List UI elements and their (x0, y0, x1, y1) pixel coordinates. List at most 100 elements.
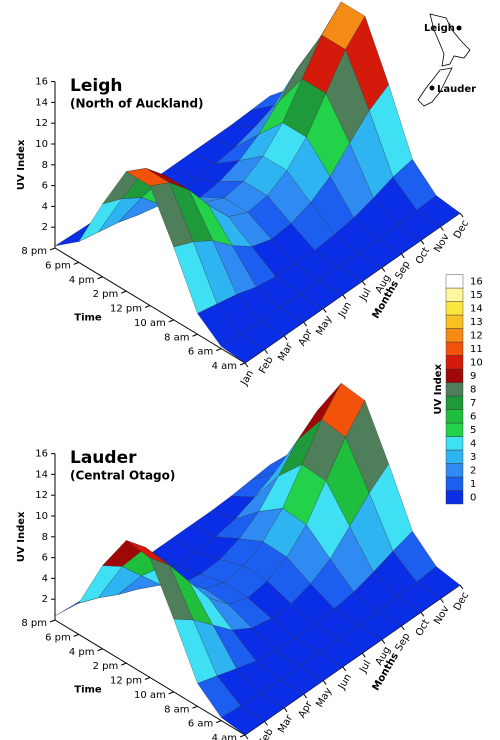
south-island (417, 67, 453, 107)
colorbar-tick-label: 7 (470, 398, 476, 409)
x-tick-label: 4 pm (69, 647, 95, 658)
y-tick (459, 212, 464, 218)
x-tick (121, 662, 127, 666)
north-island (429, 13, 471, 67)
y-tick-label: Sep (394, 259, 413, 281)
surface: 2 4 6 8 10 12 14 16 UV Index 4 am 6 am 8 am 10 am 12 … (16, 1, 471, 388)
panel-title: Lauder (70, 448, 137, 468)
x-tick-label: 8 am (164, 704, 189, 715)
colorbar-cell (445, 476, 464, 491)
y-tick-label: Sep (394, 631, 413, 653)
y-tick (264, 721, 268, 726)
leigh-dot (456, 25, 462, 31)
x-tick-label: 2 pm (93, 289, 119, 300)
colorbar-cell (445, 368, 464, 383)
x-tick-label: 4 pm (69, 275, 95, 286)
colorbar-tick-label: 6 (470, 411, 476, 422)
y-tick (440, 226, 444, 231)
y-tick-label: Jun (336, 300, 354, 320)
y-tick-label: Nov (432, 604, 451, 626)
x-tick-label: 12 pm (110, 304, 142, 315)
z-tick-label: 14 (35, 97, 48, 108)
z-tick-label: 10 (35, 139, 48, 150)
y-tick (420, 611, 425, 617)
y-tick-label: Feb (257, 727, 275, 740)
x-tick (97, 276, 103, 280)
surface-cell (221, 333, 265, 364)
y-tick-label: May (315, 686, 335, 709)
x-tick-label: 12 pm (110, 676, 142, 687)
x-tick (239, 734, 246, 738)
z-tick-label: 12 (35, 490, 48, 501)
colorbar-cell (445, 355, 464, 370)
y-tick (440, 598, 444, 603)
x-axis-label: Time (74, 313, 102, 324)
z-tick-label: 6 (42, 553, 48, 564)
x-tick-label: 6 pm (45, 260, 71, 271)
colorbar-tick-label: 15 (470, 290, 483, 301)
colorbar-tick-label: 11 (470, 344, 483, 355)
colorbar-tick-label: 13 (470, 317, 483, 328)
x-tick (192, 333, 198, 337)
y-tick (264, 349, 268, 354)
colorbar-label: UV Index (433, 363, 444, 414)
y-tick (381, 639, 386, 644)
z-tick-label: 2 (42, 222, 48, 233)
x-tick (49, 247, 56, 251)
colorbar-cell (445, 449, 464, 464)
z-tick-label: 10 (35, 511, 48, 522)
colorbar-cell (445, 490, 464, 505)
colorbar-cell (445, 395, 464, 410)
colorbar-cell (445, 287, 464, 302)
y-tick-label: May (315, 314, 335, 337)
colorbar-cell (445, 328, 464, 343)
z-tick-label: 12 (35, 118, 48, 129)
colorbar-tick-label: 10 (470, 357, 483, 368)
surface-cell (221, 705, 265, 736)
z-tick-label: 16 (35, 449, 48, 460)
z-tick-label: 16 (35, 77, 48, 88)
y-tick-label: Jul (357, 287, 373, 304)
x-tick (144, 305, 151, 308)
x-tick (216, 720, 222, 724)
x-tick-label: 6 am (188, 719, 213, 730)
colorbar-cell (445, 409, 464, 424)
y-tick (361, 652, 366, 658)
z-axis-label: UV Index (16, 511, 27, 562)
x-tick (168, 691, 174, 695)
y-tick-label: Apr (297, 699, 316, 720)
colorbar-tick-label: 14 (470, 303, 483, 314)
y-tick-label: Feb (257, 355, 275, 376)
colorbar-tick-label: 5 (470, 425, 476, 436)
colorbar-cell (445, 341, 464, 356)
y-tick-label: Jul (357, 659, 373, 676)
x-tick (216, 348, 222, 352)
colorbar-cell (445, 301, 464, 316)
x-tick (73, 633, 79, 637)
x-tick (239, 362, 246, 366)
colorbar-tick-label: 3 (470, 452, 476, 463)
x-tick (192, 705, 198, 709)
map-label: Lauder (437, 84, 476, 95)
z-tick-label: 4 (42, 573, 48, 584)
y-tick (381, 267, 386, 272)
y-tick (303, 321, 308, 327)
x-tick-label: 6 am (188, 347, 213, 358)
y-tick (342, 666, 347, 672)
y-tick (400, 625, 405, 631)
x-tick (121, 290, 127, 294)
y-tick (400, 253, 405, 259)
colorbar-tick-label: 8 (470, 384, 476, 395)
colorbar-cell (445, 382, 464, 397)
x-tick (97, 648, 103, 652)
x-tick-label: 10 am (134, 318, 166, 329)
x-tick-label: 6 pm (45, 632, 71, 643)
y-tick (322, 308, 327, 313)
y-tick (322, 680, 327, 685)
map-label: Leigh (424, 23, 455, 34)
x-tick (144, 677, 151, 680)
colorbar-tick-label: 1 (470, 479, 476, 490)
y-tick-label: Jun (336, 672, 354, 692)
y-tick-label: Nov (432, 232, 451, 254)
